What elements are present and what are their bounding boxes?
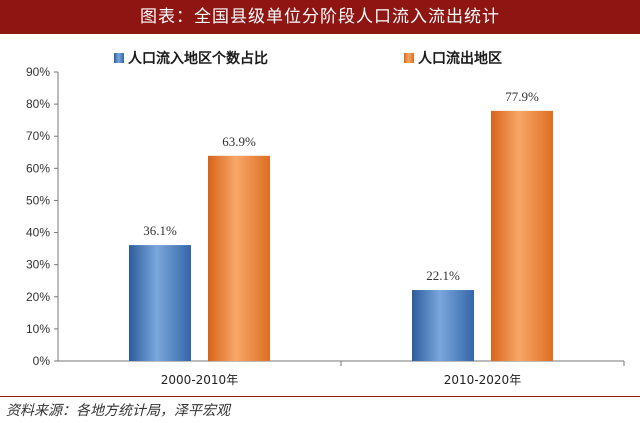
legend-label: 人口流出地区: [418, 50, 502, 67]
x-category-label: 2010-2020年: [444, 373, 521, 387]
y-tick-label: 70%: [26, 129, 50, 143]
axes: 0% 10% 20% 30% 40% 50% 60% 70% 80% 90% 2000-2010年 2…: [26, 65, 625, 387]
data-label: 36.1%: [143, 223, 177, 238]
y-tick-label: 90%: [26, 65, 50, 79]
bar-outflow: [491, 110, 553, 361]
data-label: 22.1%: [426, 268, 460, 283]
source-note: 资料来源：各地方统计局，泽平宏观: [6, 403, 230, 419]
y-tick-label: 60%: [26, 161, 50, 175]
y-tick-label: 30%: [26, 258, 50, 272]
y-tick-label: 50%: [26, 193, 50, 207]
bar-outflow: [208, 155, 270, 361]
bar-inflow: [129, 245, 191, 361]
y-tick-label: 10%: [26, 322, 50, 336]
bars: [129, 110, 553, 361]
y-tick-label: 0%: [33, 354, 51, 368]
x-category-label: 2000-2010年: [161, 373, 238, 387]
data-labels: 36.1% 63.9% 22.1% 77.9%: [143, 89, 539, 283]
data-label: 77.9%: [505, 89, 539, 104]
y-tick-label: 80%: [26, 97, 50, 111]
legend-swatch: [404, 53, 414, 63]
legend-swatch: [114, 53, 124, 63]
legend: 人口流入地区个数占比 人口流出地区: [114, 50, 502, 67]
legend-label: 人口流入地区个数占比: [128, 50, 268, 67]
y-tick-label: 20%: [26, 290, 50, 304]
page-title: 图表：全国县级单位分阶段人口流入流出统计: [0, 0, 640, 34]
bar-inflow: [412, 290, 474, 361]
y-tick-label: 40%: [26, 226, 50, 240]
footer-divider: [0, 396, 640, 397]
bar-chart: 人口流入地区个数占比 人口流出地区 0% 10% 20% 30% 40% 50% 60% 70%…: [26, 50, 625, 387]
data-label: 63.9%: [222, 134, 256, 149]
